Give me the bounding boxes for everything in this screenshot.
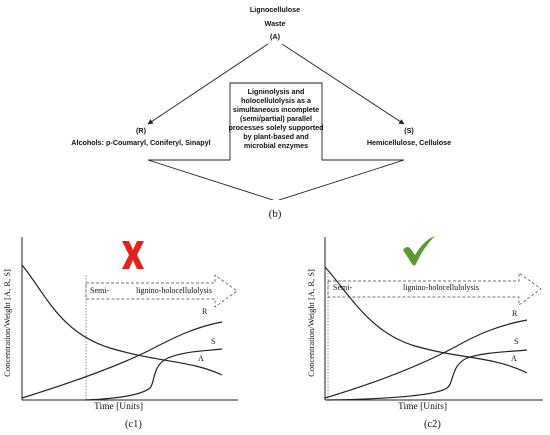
panel-c1-process-arrow bbox=[85, 274, 238, 308]
process-block-arrow bbox=[147, 82, 405, 200]
panel-c1-arrow-label-1: Semi- bbox=[90, 286, 110, 295]
center-line-4: processes solely supported bbox=[228, 123, 324, 132]
panel-c2-curve-r bbox=[324, 319, 528, 399]
panel-c1-curve-label-s: S bbox=[211, 337, 216, 346]
center-line-2: simultaneous incomplete bbox=[232, 105, 320, 114]
hemicellulose-text: Hemicellulose, Cellulose bbox=[366, 138, 452, 147]
center-line-3: (semi/partial) parallel bbox=[240, 114, 312, 123]
title-waste: Waste bbox=[264, 19, 286, 28]
panel-c1-curve-label-r: R bbox=[202, 307, 208, 316]
label-a: (A) bbox=[270, 32, 280, 41]
panel-c2-plot bbox=[324, 236, 543, 401]
title-lignocellulose: Lignocellulose bbox=[249, 5, 301, 14]
panel-c1-xlabel: Time [Units] bbox=[94, 402, 144, 412]
branch-arrow-left bbox=[147, 43, 269, 125]
panel-c2-xlabel: Time [Units] bbox=[398, 402, 448, 412]
panel-c1-curve-a bbox=[21, 264, 223, 376]
branch-arrow-right bbox=[281, 43, 405, 125]
panel-c2-arrow-label-2: lignino-holocellulolysis bbox=[403, 283, 479, 292]
panel-c1-cross-icon bbox=[122, 241, 144, 269]
center-line-1: holocellulolysis as a bbox=[241, 96, 311, 105]
panel-c1-arrow-label-2: lignino-holocellulolysis bbox=[136, 286, 212, 295]
panel-c2-checkmark-icon bbox=[403, 236, 435, 266]
panel-c2-ylabel: Concentration/Weight [A, R, S] bbox=[306, 269, 316, 377]
panel-c1-curve-label-a: A bbox=[198, 354, 204, 363]
panel-c2-curve-label-s: S bbox=[514, 337, 519, 346]
panel-c2-process-arrow bbox=[327, 272, 542, 306]
panel-c1-curve-s bbox=[85, 348, 223, 401]
reaction-schematic bbox=[147, 43, 405, 200]
center-line-5: by plant-based and bbox=[243, 132, 309, 141]
panel-c1-ylabel: Concentration/Weight [A, R, S] bbox=[2, 269, 12, 377]
panel-c1-plot bbox=[21, 237, 238, 401]
panel-c2-curve-label-a: A bbox=[511, 354, 517, 363]
caption-b: (b) bbox=[268, 208, 282, 220]
panel-c1-curve-r bbox=[21, 321, 223, 399]
panel-c2-curve-label-r: R bbox=[512, 309, 518, 318]
panel-c2-curve-s bbox=[327, 349, 528, 401]
panel-c2-curve-a bbox=[324, 266, 528, 374]
center-line-6: microbial enzymes bbox=[243, 141, 309, 150]
center-line-0: Ligninolysis and bbox=[247, 87, 305, 96]
panel-c2-caption: (c2) bbox=[424, 419, 441, 430]
panel-c1-caption: (c1) bbox=[125, 419, 142, 430]
alcohols-text: Alcohols: p-Coumaryl, Coniferyl, Sinapyl bbox=[71, 138, 211, 147]
label-r: (R) bbox=[136, 126, 146, 135]
label-s: (S) bbox=[404, 126, 414, 135]
panel-c2-arrow-label-1: Semi- bbox=[333, 283, 353, 292]
